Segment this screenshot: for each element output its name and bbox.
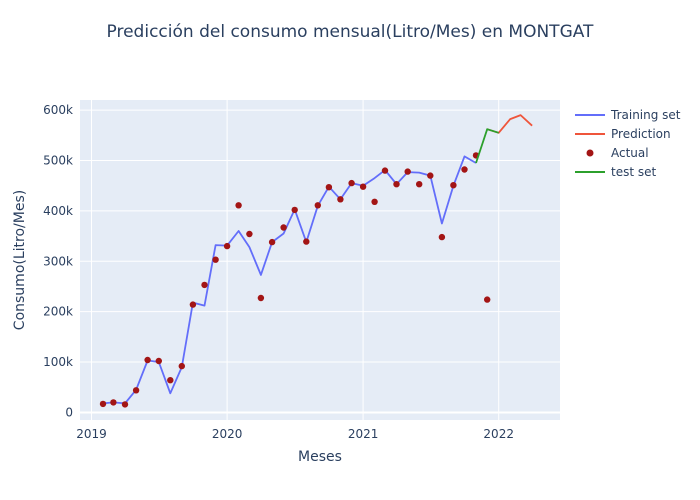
training-set-line: [102, 155, 477, 405]
legend-item-actual[interactable]: Actual: [586, 146, 649, 160]
actual-point: [461, 166, 468, 173]
chart-title: Predicción del consumo mensual(Litro/Mes…: [107, 22, 595, 42]
actual-point: [178, 362, 185, 370]
x-tick-label: 2019: [76, 427, 107, 441]
x-tick-label: 2022: [483, 427, 514, 441]
legend-item-test-set[interactable]: test set: [575, 165, 656, 179]
legend-label: Prediction: [611, 127, 671, 141]
actual-point: [450, 182, 457, 189]
actual-point: [132, 387, 140, 394]
actual-point: [212, 256, 219, 263]
series-layer: [99, 114, 533, 408]
x-tick-label: 2021: [348, 427, 379, 441]
legend-label: test set: [611, 165, 656, 179]
actual-point: [246, 230, 253, 238]
actual-point: [144, 356, 151, 364]
actual-point: [416, 181, 423, 188]
legend-item-training-set[interactable]: Training set: [575, 108, 681, 122]
actual-point: [438, 233, 446, 241]
actual-point: [223, 242, 231, 250]
actual-point: [189, 301, 197, 308]
y-tick-label: 600k: [43, 103, 73, 117]
actual-point: [359, 183, 367, 190]
actual-point: [427, 172, 434, 179]
actual-point: [325, 184, 333, 191]
actual-point: [404, 168, 411, 175]
actual-point: [155, 357, 162, 365]
y-tick-label: 200k: [43, 305, 73, 319]
actual-point: [314, 202, 321, 209]
legend-label: Training set: [610, 108, 681, 122]
actual-point: [110, 399, 117, 406]
actual-point: [268, 238, 276, 246]
y-tick-label: 0: [65, 405, 73, 419]
actual-point: [167, 377, 174, 384]
actual-point: [303, 238, 310, 245]
actual-point: [291, 206, 298, 214]
actual-point: [280, 224, 287, 231]
actual-point: [337, 196, 344, 203]
x-axis-title: Meses: [298, 449, 342, 465]
legend-swatch: [586, 149, 594, 157]
actual-point: [381, 167, 389, 174]
tick-labels: 0 100k 200k 300k 400k 500k 600k 2019 2020 2021 202…: [43, 103, 514, 441]
y-tick-label: 400k: [43, 204, 73, 218]
y-tick-label: 100k: [43, 355, 73, 369]
actual-point: [348, 179, 355, 187]
actual-point: [257, 294, 265, 302]
legend-label: Actual: [611, 146, 649, 160]
actual-point: [371, 198, 378, 205]
plot-area: [80, 100, 560, 420]
actual-point: [235, 202, 242, 209]
legend[interactable]: Training set Prediction Actual test set: [575, 108, 681, 179]
actual-point: [99, 400, 107, 408]
x-tick-label: 2020: [212, 427, 243, 441]
y-tick-label: 500k: [43, 153, 73, 167]
test-set-line: [475, 128, 499, 164]
actual-point: [121, 401, 129, 408]
y-axis-title: Consumo(Litro/Mes): [12, 190, 28, 330]
actual-point: [393, 181, 400, 188]
y-tick-label: 300k: [43, 254, 73, 268]
actual-point: [484, 296, 491, 303]
legend-item-prediction[interactable]: Prediction: [575, 127, 671, 141]
actual-point: [201, 281, 208, 289]
